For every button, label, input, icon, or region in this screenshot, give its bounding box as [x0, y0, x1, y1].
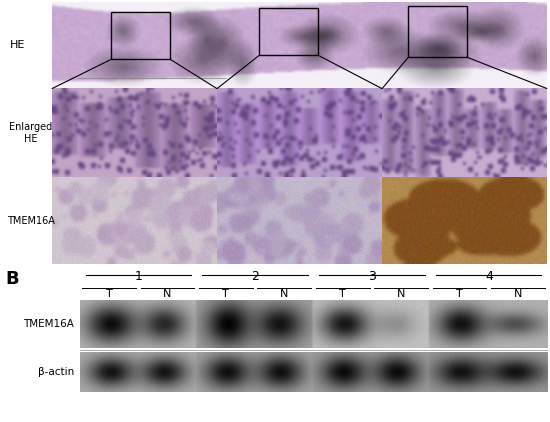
- Text: T: T: [339, 289, 346, 299]
- Text: 2: 2: [251, 270, 259, 283]
- Bar: [111, 12, 170, 60]
- Text: Enlarged
HE: Enlarged HE: [9, 122, 52, 144]
- Text: 1: 1: [134, 270, 142, 283]
- Bar: [408, 6, 468, 57]
- Text: TMEM16A: TMEM16A: [23, 319, 74, 329]
- Text: T: T: [456, 289, 463, 299]
- Text: 3: 3: [368, 270, 376, 283]
- Text: β-actin: β-actin: [38, 368, 74, 377]
- Text: B: B: [6, 270, 19, 288]
- Text: N: N: [163, 289, 172, 299]
- Text: N: N: [397, 289, 405, 299]
- Text: 4: 4: [485, 270, 493, 283]
- Text: TMEM16A: TMEM16A: [7, 216, 55, 226]
- Text: N: N: [280, 289, 288, 299]
- Text: HE: HE: [10, 40, 25, 50]
- Text: T: T: [222, 289, 229, 299]
- Text: N: N: [514, 289, 522, 299]
- Bar: [259, 8, 318, 55]
- Text: T: T: [106, 289, 112, 299]
